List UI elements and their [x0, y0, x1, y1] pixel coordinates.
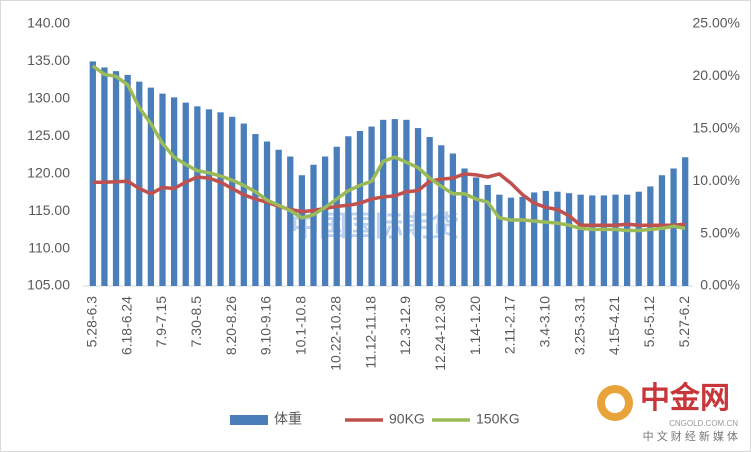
y-tick-label: 130.00: [27, 90, 70, 106]
bar: [647, 186, 654, 286]
x-tick-label: 7.9-7.15: [153, 296, 169, 348]
bar: [287, 156, 294, 286]
bar: [170, 97, 178, 286]
bar: [635, 191, 642, 286]
x-tick-label: 5.28-6.3: [84, 296, 100, 348]
bar: [275, 149, 282, 286]
y2-tick-label: 0.00%: [700, 277, 740, 293]
x-tick-label: 12.24-12.30: [432, 296, 448, 371]
y2-tick-label: 20.00%: [693, 67, 740, 83]
x-tick-label: 10.22-10.28: [327, 296, 343, 371]
x-tick-label: 10.1-10.8: [293, 296, 309, 355]
bar: [252, 134, 259, 286]
bar: [438, 145, 445, 286]
bar: [356, 131, 364, 286]
bar: [182, 102, 189, 286]
bar: [101, 67, 108, 286]
bar: [298, 175, 306, 286]
bar: [612, 194, 619, 286]
logo-icon-inner: [605, 393, 625, 413]
logo-name: 中金网: [640, 381, 730, 415]
x-tick-label: 3.25-3.31: [571, 296, 587, 355]
bar: [403, 119, 410, 287]
x-tick-label: 11.12-11.18: [362, 296, 378, 369]
bar: [531, 192, 538, 286]
bar: [368, 126, 375, 286]
bar: [310, 164, 317, 286]
y2-tick-label: 10.00%: [693, 172, 740, 188]
legend-swatch: [230, 415, 268, 425]
x-tick-label: 5.27-6.2: [676, 296, 692, 348]
bar: [159, 93, 166, 286]
y-tick-label: 110.00: [28, 239, 70, 255]
bar: [229, 116, 236, 286]
bar: [519, 196, 526, 286]
x-tick-label: 6.18-6.24: [118, 296, 134, 355]
bar: [496, 194, 503, 286]
y-tick-label: 120.00: [27, 164, 70, 180]
bar: [577, 194, 584, 286]
bar: [658, 175, 666, 286]
bar: [217, 112, 224, 287]
bar: [414, 128, 422, 286]
y-tick-label: 135.00: [27, 52, 70, 68]
bar: [449, 153, 457, 286]
y-tick-label: 105.00: [27, 277, 70, 293]
logo-slogan: 中 文 财 经 新 媒 体: [643, 429, 738, 443]
x-tick-label: 7.30-8.5: [188, 296, 204, 348]
bar: [136, 81, 143, 286]
y-tick-label: 125.00: [27, 127, 70, 143]
x-tick-label: 9.10-9.16: [258, 296, 274, 355]
bar: [542, 190, 549, 286]
y2-tick-label: 5.00%: [700, 224, 740, 240]
bar: [333, 146, 340, 286]
x-tick-label: 12.3-12.9: [397, 296, 413, 355]
bar: [263, 141, 271, 286]
bar: [472, 177, 480, 286]
bar: [507, 197, 515, 286]
bar: [205, 109, 213, 286]
bar: [426, 137, 433, 286]
line: [92, 172, 686, 227]
x-tick-label: 1.14-1.20: [467, 296, 483, 355]
bar: [147, 87, 155, 286]
bar: [600, 195, 608, 286]
x-tick-label: 2.11-2.17: [502, 296, 518, 354]
bar: [554, 191, 561, 286]
legend-label: 90KG: [389, 411, 425, 427]
bar: [321, 156, 329, 286]
x-tick-label: 5.6-5.12: [641, 296, 657, 348]
bar: [484, 184, 491, 286]
bar: [461, 168, 468, 286]
bar: [682, 157, 689, 286]
bar: [345, 136, 352, 286]
legend-label: 体重: [274, 411, 302, 427]
x-tick-label: 3.4-3.10: [537, 296, 553, 348]
bar: [89, 61, 96, 286]
bar: [380, 119, 387, 287]
bar: [112, 71, 120, 286]
bar: [391, 119, 398, 286]
y-tick-label: 140.00: [27, 15, 70, 31]
legend-label: 150KG: [476, 411, 520, 427]
x-tick-label: 4.15-4.21: [606, 296, 622, 355]
bar: [589, 195, 596, 286]
line: [91, 64, 686, 233]
y2-tick-label: 15.00%: [693, 120, 740, 136]
y-tick-label: 115.00: [28, 202, 70, 218]
y2-tick-label: 25.00%: [693, 15, 740, 31]
bar: [194, 106, 201, 286]
x-tick-label: 8.20-8.26: [223, 296, 239, 355]
bar: [565, 193, 573, 286]
bar: [240, 123, 247, 286]
logo-domain: CNGOLD.COM.CN: [669, 419, 738, 428]
bar: [623, 194, 631, 286]
